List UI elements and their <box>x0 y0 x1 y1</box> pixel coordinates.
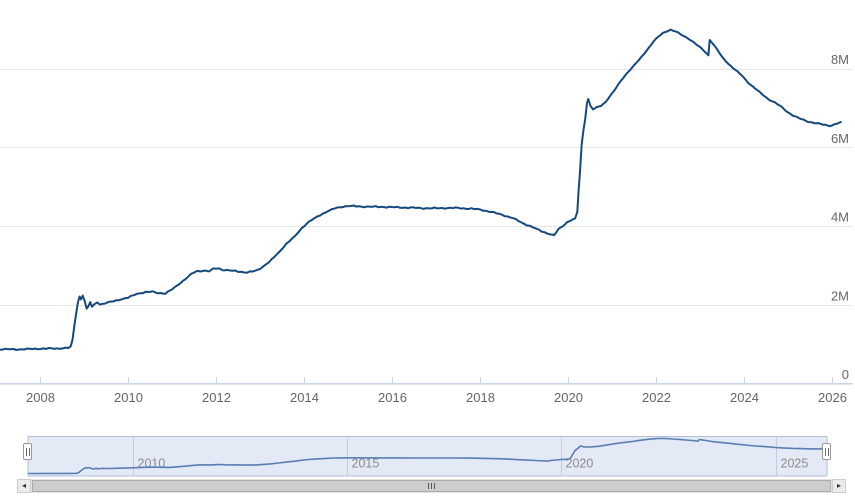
scrollbar-grip-icon <box>428 483 429 489</box>
x-axis-label: 2016 <box>378 390 407 405</box>
x-axis-label: 2012 <box>202 390 231 405</box>
navigator-axis-label: 2025 <box>781 457 809 471</box>
x-axis-label: 2018 <box>466 390 495 405</box>
handle-grip-icon <box>25 447 27 456</box>
y-axis-label: 6M <box>831 131 849 146</box>
handle-grip-icon <box>28 447 30 456</box>
y-axis-label: 0 <box>842 367 849 382</box>
y-axis-label: 4M <box>831 210 849 225</box>
scrollbar-grip-icon <box>434 483 435 489</box>
x-axis-label: 2020 <box>554 390 583 405</box>
series-line <box>0 28 842 351</box>
navigator-series-line <box>28 437 828 475</box>
navigator-axis-label: 2020 <box>566 457 594 471</box>
navigator-chart[interactable]: 2010 2015 2020 2025 <box>27 436 828 477</box>
scrollbar-left-button[interactable]: ◂ <box>17 479 31 493</box>
navigator-axis-label: 2015 <box>352 457 380 471</box>
y-gridlines <box>0 69 853 385</box>
x-axis-label: 2022 <box>642 390 671 405</box>
x-axis-label: 2014 <box>290 390 319 405</box>
scrollbar: ◂ ▸ <box>17 479 846 493</box>
right-arrow-icon: ▸ <box>836 481 841 490</box>
scrollbar-grip-icon <box>431 483 432 489</box>
navigator-mask[interactable] <box>27 436 828 477</box>
y-axis: 0 2M 4M 6M 8M <box>831 52 849 382</box>
handle-grip-icon <box>824 447 826 456</box>
x-axis: 2008 2010 2012 2014 2016 2018 2020 2022 2024 2026 <box>26 377 847 405</box>
scrollbar-track[interactable] <box>31 479 832 493</box>
handle-grip-icon <box>827 447 829 456</box>
x-axis-label: 2008 <box>26 390 55 405</box>
x-axis-label: 2026 <box>818 390 847 405</box>
scrollbar-right-button[interactable]: ▸ <box>832 479 846 493</box>
left-arrow-icon: ◂ <box>21 481 26 490</box>
x-axis-label: 2010 <box>114 390 143 405</box>
y-axis-label: 8M <box>831 52 849 67</box>
y-axis-label: 2M <box>831 288 849 303</box>
scrollbar-thumb[interactable] <box>32 480 831 492</box>
navigator-right-handle[interactable] <box>822 443 831 460</box>
navigator-left-handle[interactable] <box>23 443 32 460</box>
x-axis-label: 2024 <box>730 390 759 405</box>
navigator-axis-label: 2010 <box>138 457 166 471</box>
